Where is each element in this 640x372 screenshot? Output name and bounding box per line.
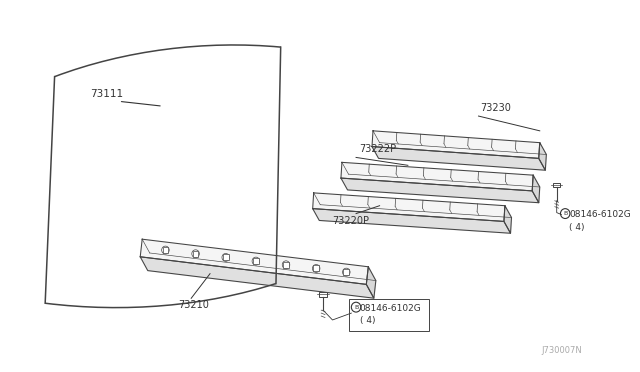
Text: B: B <box>354 305 358 310</box>
Text: 73220P: 73220P <box>333 215 369 225</box>
Text: 73230: 73230 <box>481 103 511 113</box>
Text: 73222P: 73222P <box>359 144 396 154</box>
Bar <box>344 269 349 275</box>
Polygon shape <box>140 239 368 284</box>
Polygon shape <box>341 162 533 191</box>
Bar <box>553 183 561 187</box>
Bar <box>283 262 289 268</box>
Polygon shape <box>313 209 511 233</box>
Polygon shape <box>366 267 376 298</box>
Polygon shape <box>539 142 547 170</box>
Polygon shape <box>341 178 539 203</box>
Bar <box>223 254 228 260</box>
Polygon shape <box>372 131 540 158</box>
Text: 73111: 73111 <box>90 89 124 99</box>
Text: 73210: 73210 <box>178 300 209 310</box>
Bar <box>163 247 168 253</box>
Text: J730007N: J730007N <box>541 346 582 355</box>
Text: B: B <box>563 211 567 216</box>
Text: ( 4): ( 4) <box>360 317 375 326</box>
Bar <box>193 251 198 257</box>
Text: ( 4): ( 4) <box>569 223 584 232</box>
Bar <box>253 258 259 264</box>
Polygon shape <box>313 193 505 221</box>
Polygon shape <box>372 147 545 170</box>
Bar <box>319 292 327 297</box>
Polygon shape <box>140 257 374 298</box>
Text: 08146-6102G: 08146-6102G <box>569 210 630 219</box>
Text: 08146-6102G: 08146-6102G <box>360 304 422 312</box>
Bar <box>314 266 319 272</box>
Polygon shape <box>532 175 540 203</box>
Polygon shape <box>504 206 511 233</box>
